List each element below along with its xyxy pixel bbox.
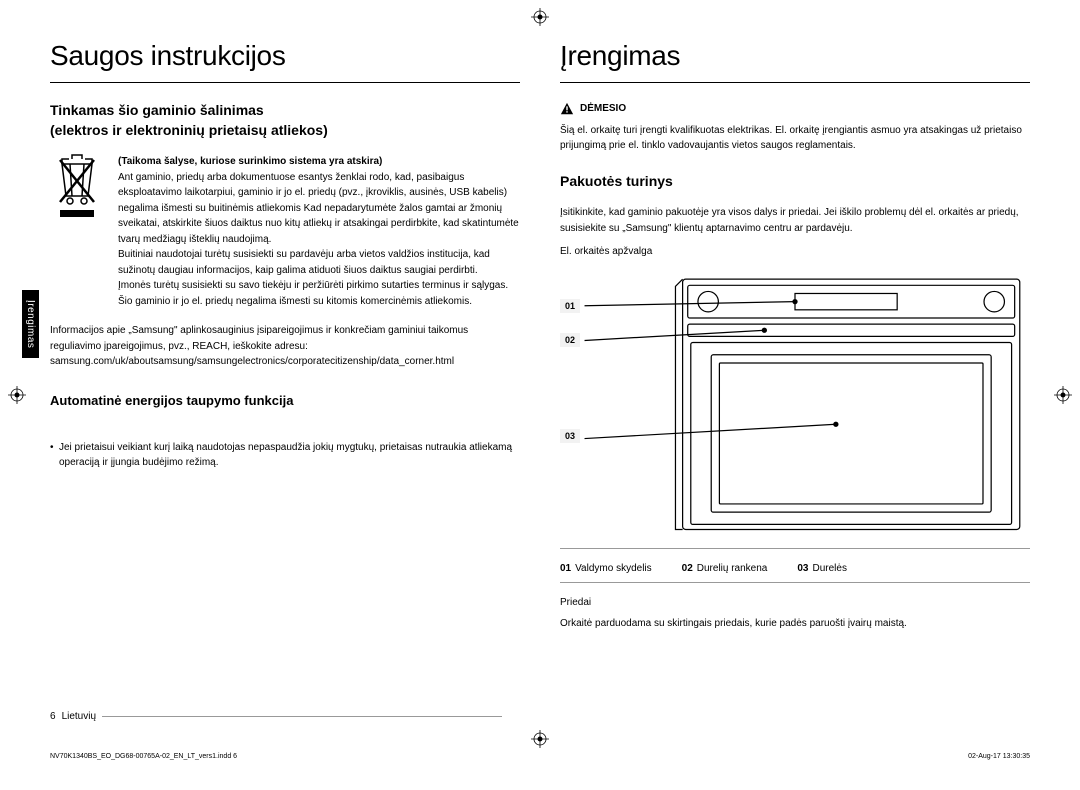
disposal-p3: Įmonės turėtų susisiekti su savo tiekėju… xyxy=(118,278,520,309)
legend-2-label: Durelių rankena xyxy=(697,563,768,574)
left-heading: Saugos instrukcijos xyxy=(50,40,520,72)
callout-01: 01 xyxy=(560,299,580,313)
footer-rule xyxy=(102,716,502,717)
legend-1-num: 01 xyxy=(560,563,571,574)
legend-3: 03 Durelės xyxy=(797,563,847,574)
print-date: 02-Aug-17 13:30:35 xyxy=(968,753,1030,760)
warning-text: Šią el. orkaitę turi įrengti kvalifikuot… xyxy=(560,123,1030,154)
disposal-heading-l2: (elektros ir elektroninių prietaisų atli… xyxy=(50,122,328,138)
legend-3-label: Durelės xyxy=(813,563,847,574)
accessories-text: Orkaitė parduodama su skirtingais prieda… xyxy=(560,616,1030,632)
accessories-label: Priedai xyxy=(560,597,1030,608)
energy-bullet: Jei prietaisui veikiant kurį laiką naudo… xyxy=(50,440,520,471)
overview-label: El. orkaitės apžvalga xyxy=(560,246,1030,257)
print-file: NV70K1340BS_EO_DG68-00765A-02_EN_LT_vers… xyxy=(50,753,237,760)
disposal-p1: Ant gaminio, priedų arba dokumentuose es… xyxy=(118,170,520,248)
oven-svg xyxy=(560,271,1030,537)
heading-rule xyxy=(50,82,520,83)
disposal-heading: Tinkamas šio gaminio šalinimas (elektros… xyxy=(50,101,520,140)
heading-rule-r xyxy=(560,82,1030,83)
reg-mark-bottom xyxy=(531,730,549,748)
weee-block: (Taikoma šalyse, kuriose surinkimo siste… xyxy=(50,154,520,309)
disposal-p2: Buitiniai naudotojai turėtų susisiekti s… xyxy=(118,247,520,278)
oven-figure: 01 02 03 xyxy=(560,271,1030,549)
disposal-bold: (Taikoma šalyse, kuriose surinkimo siste… xyxy=(118,154,520,170)
legend-1-label: Valdymo skydelis xyxy=(575,563,652,574)
callout-03: 03 xyxy=(560,429,580,443)
weee-text: (Taikoma šalyse, kuriose surinkimo siste… xyxy=(118,154,520,309)
callout-02: 02 xyxy=(560,333,580,347)
warning-label: DĖMESIO xyxy=(580,101,626,117)
disposal-heading-l1: Tinkamas šio gaminio šalinimas xyxy=(50,102,264,118)
legend-1: 01 Valdymo skydelis xyxy=(560,563,652,574)
disposal-p4: Informacijos apie „Samsung" aplinkosaugi… xyxy=(50,323,520,370)
left-column: Saugos instrukcijos Tinkamas šio gaminio… xyxy=(50,40,520,631)
energy-heading: Automatinė energijos taupymo funkcija xyxy=(50,392,520,410)
print-marks: NV70K1340BS_EO_DG68-00765A-02_EN_LT_vers… xyxy=(50,753,1030,760)
right-heading: Įrengimas xyxy=(560,40,1030,72)
warning-row: DĖMESIO xyxy=(560,101,1030,117)
footer-lang: Lietuvių xyxy=(62,711,96,722)
page-number: 6 xyxy=(50,711,56,722)
warning-icon xyxy=(560,102,574,116)
legend-2-num: 02 xyxy=(682,563,693,574)
legend-3-num: 03 xyxy=(797,563,808,574)
right-column: Įrengimas DĖMESIO Šią el. orkaitę turi į… xyxy=(560,40,1030,631)
package-heading: Pakuotės turinys xyxy=(560,172,1030,192)
legend-2: 02 Durelių rankena xyxy=(682,563,768,574)
footer: 6 Lietuvių xyxy=(50,711,502,722)
package-text: Įsitikinkite, kad gaminio pakuotėje yra … xyxy=(560,205,1030,236)
weee-icon xyxy=(50,154,104,309)
page-body: Saugos instrukcijos Tinkamas šio gaminio… xyxy=(0,0,1080,661)
legend-row: 01 Valdymo skydelis 02 Durelių rankena 03 D… xyxy=(560,555,1030,583)
